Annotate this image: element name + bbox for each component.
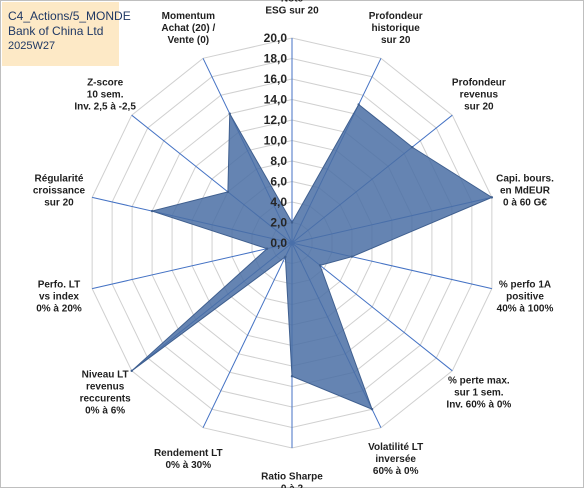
axis-label-line: Profondeur: [452, 77, 506, 88]
axis-label-line: Inv. 60% à 0%: [446, 400, 511, 411]
data-point: [411, 145, 414, 149]
axis-label-line: % perte max.: [448, 376, 510, 387]
axis-label-line: 0% à 30%: [166, 460, 212, 471]
data-point: [228, 112, 231, 115]
axis-label-line: vs index: [39, 292, 79, 303]
axis-label-line: 0% à 6%: [85, 406, 125, 417]
axis-label: Rendement LT0% à 30%: [154, 448, 223, 471]
tick-label: 20,0: [264, 31, 288, 45]
tick-label: 2,0: [270, 216, 287, 230]
axis-label-line: croissance: [33, 185, 86, 196]
axis-label-line: historique: [372, 23, 421, 34]
data-point: [370, 408, 374, 411]
axis-label-line: % perfo 1A: [499, 280, 551, 291]
axis-label-line: Niveau LT: [82, 370, 129, 381]
data-point: [490, 196, 494, 199]
data-point: [150, 209, 154, 213]
axis-label: NoteESG sur 20: [265, 0, 319, 17]
header-category: C4_Actions/5_MONDE: [8, 9, 131, 23]
data-point: [350, 255, 354, 258]
axis-label: Ratio Sharpe0 à 2: [261, 472, 323, 488]
axis-label-line: Perfo. LT: [38, 280, 81, 291]
axis-label-line: 0 à 60 G€: [503, 197, 547, 208]
data-point: [265, 247, 269, 250]
axis-label-line: revenus: [460, 89, 499, 100]
axis-label-line: Ratio Sharpe: [261, 472, 323, 483]
axis-label-line: Note: [281, 0, 304, 5]
axis-label-line: 0 à 2: [281, 484, 304, 488]
tick-label: 18,0: [264, 52, 288, 66]
tick-label: 6,0: [270, 175, 287, 189]
tick-label: 14,0: [264, 93, 288, 107]
axis-label-line: en MdEUR: [500, 185, 551, 196]
header-week: 2025W27: [8, 40, 56, 52]
data-point: [290, 221, 294, 224]
axis-label-line: sur 20: [381, 35, 411, 46]
axis-label-line: sur 1 sem.: [454, 388, 504, 399]
data-point: [290, 375, 294, 378]
axis-label-line: sur 20: [464, 101, 494, 112]
axis-label-line: sur 20: [44, 197, 74, 208]
axis-label-line: Vente (0): [167, 35, 209, 46]
axis-label-line: Achat (20) /: [161, 23, 215, 34]
axis-label-line: Profondeur: [369, 11, 423, 22]
axis-label-line: reccurents: [80, 394, 132, 405]
axis-label-line: 60% à 0%: [373, 466, 419, 477]
axis-label-line: Capi. bours.: [496, 173, 554, 184]
tick-label: 0,0: [270, 236, 287, 250]
axis-label-line: 10 sem.: [87, 89, 124, 100]
axis-label-line: 0% à 20%: [36, 304, 82, 315]
data-point: [226, 190, 230, 194]
axis-spoke: [202, 242, 293, 428]
axis-label: % perte max.sur 1 sem.Inv. 60% à 0%: [446, 376, 511, 411]
axis-label-line: Volatilité LT: [368, 442, 423, 453]
axis-label-line: Momentum: [162, 11, 215, 22]
tick-label: 16,0: [264, 72, 288, 86]
chart-header-box: C4_Actions/5_MONDE Bank of China Ltd 202…: [2, 2, 131, 66]
tick-label: 4,0: [270, 195, 287, 209]
data-point: [318, 264, 322, 267]
axis-label-line: Inv. 2,5 à -2,5: [74, 101, 136, 112]
axis-label-line: inversée: [375, 454, 416, 465]
data-point: [357, 103, 360, 106]
data-point: [284, 255, 287, 259]
axis-spoke: [92, 242, 293, 290]
axis-label-line: revenus: [86, 382, 125, 393]
axis-label-line: 40% à 100%: [497, 304, 554, 315]
tick-label: 10,0: [264, 134, 288, 148]
axis-label-line: positive: [506, 292, 544, 303]
axis-label-line: Rendement LT: [154, 448, 223, 459]
header-company: Bank of China Ltd: [8, 24, 104, 38]
axis-label-line: Z-score: [87, 77, 124, 88]
axis-label-line: ESG sur 20: [265, 6, 319, 17]
data-point: [130, 369, 133, 373]
axis-label-line: Régularité: [35, 173, 84, 184]
tick-label: 12,0: [264, 113, 288, 127]
tick-label: 8,0: [270, 154, 287, 168]
data-series-area: [131, 103, 493, 411]
